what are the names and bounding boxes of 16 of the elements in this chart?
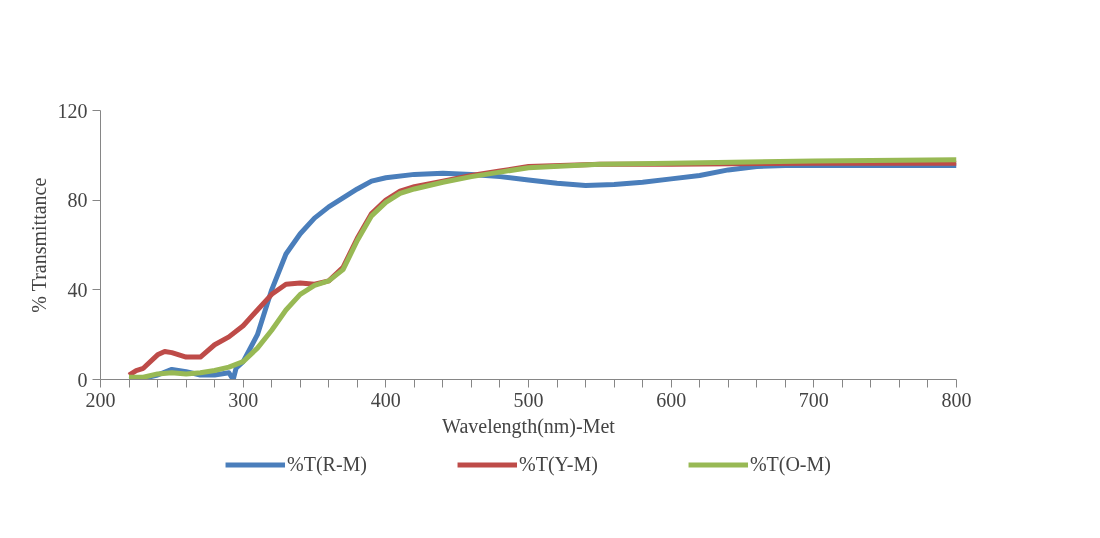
y-tick-label: 120 bbox=[57, 99, 88, 122]
x-tick-label: 800 bbox=[941, 388, 972, 411]
x-tick-label: 400 bbox=[370, 388, 401, 411]
x-tick-label: 500 bbox=[513, 388, 544, 411]
y-tick-label: 40 bbox=[67, 278, 88, 301]
x-tick-label: 600 bbox=[656, 388, 687, 411]
x-tick-label: 200 bbox=[85, 388, 116, 411]
legend-label: %T(R-M) bbox=[287, 452, 368, 476]
x-axis-title: Wavelength(nm)-Met bbox=[442, 414, 616, 438]
y-axis-title: % Transmittance bbox=[27, 177, 50, 313]
y-tick-label: 0 bbox=[77, 368, 88, 391]
y-tick-label: 80 bbox=[67, 189, 88, 212]
x-tick-label: 300 bbox=[228, 388, 259, 411]
x-tick-label: 700 bbox=[798, 388, 829, 411]
legend-label: %T(Y-M) bbox=[519, 452, 598, 476]
legend-label: %T(O-M) bbox=[749, 452, 831, 476]
